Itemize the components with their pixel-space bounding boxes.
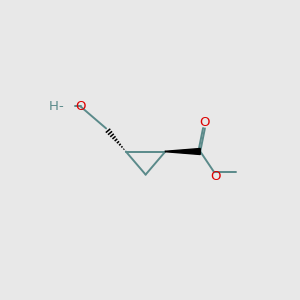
Text: -: - [58, 100, 63, 113]
Text: H: H [49, 100, 59, 113]
Text: O: O [75, 100, 85, 113]
Text: O: O [199, 116, 210, 129]
Text: O: O [210, 170, 220, 183]
Polygon shape [165, 148, 200, 154]
